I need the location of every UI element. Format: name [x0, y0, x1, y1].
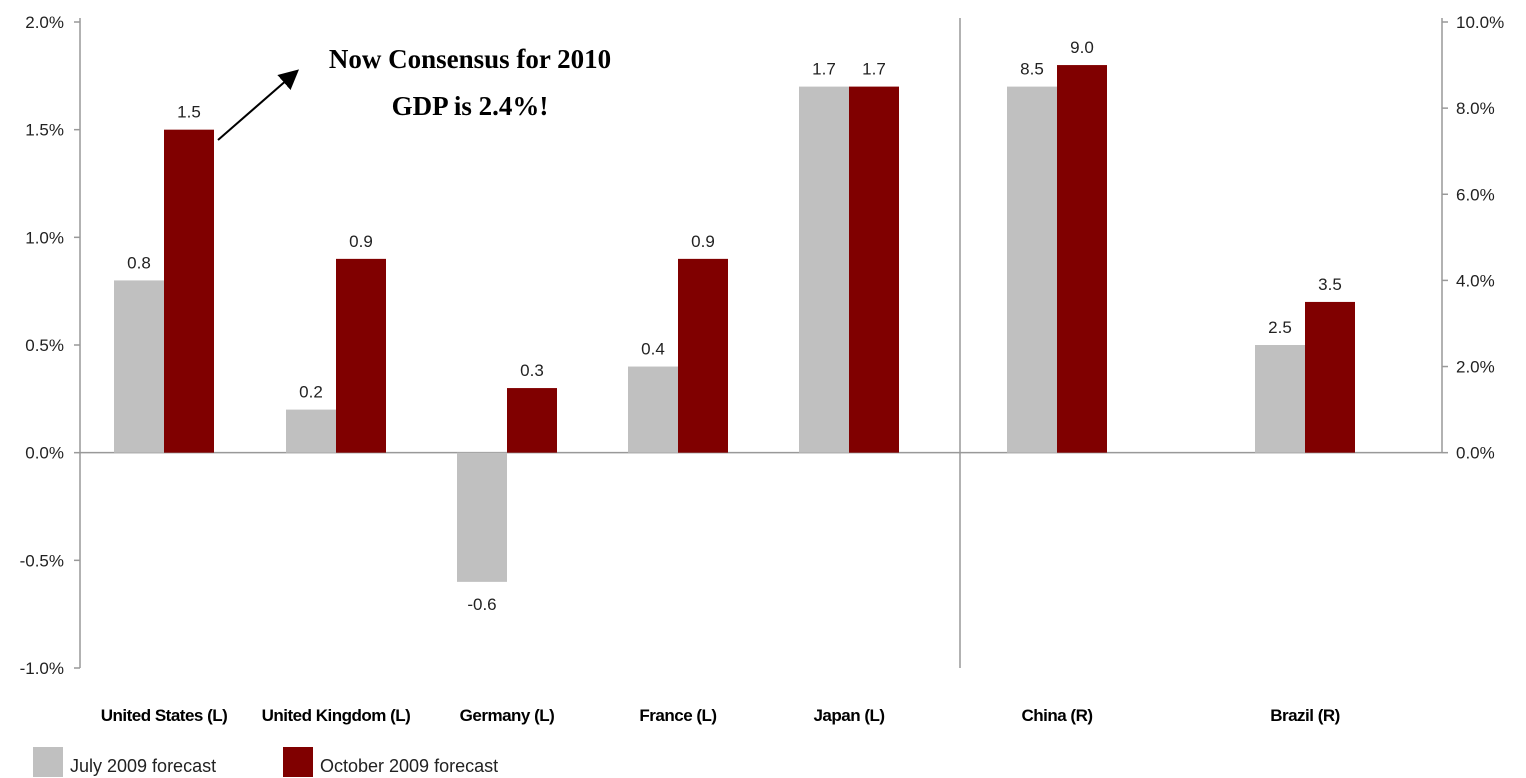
category-label: Germany (L): [460, 706, 555, 725]
data-label-july: 2.5: [1268, 318, 1292, 337]
data-label-july: 8.5: [1020, 60, 1044, 79]
data-label-october: 3.5: [1318, 275, 1342, 294]
bar-july: [286, 409, 336, 453]
bar-july: [1255, 345, 1305, 453]
left-tick-label: 2.0%: [25, 13, 64, 32]
data-label-july: -0.6: [467, 595, 496, 614]
data-label-july: 1.7: [812, 60, 836, 79]
annotation: Now Consensus for 2010 GDP is 2.4%!: [217, 44, 611, 141]
category-labels: United States (L) United Kingdom (L) Germa…: [101, 706, 1341, 725]
bar-october: [507, 388, 557, 453]
bar-july: [457, 452, 507, 582]
legend-swatch-july: [33, 747, 63, 777]
legend-label-july: July 2009 forecast: [70, 756, 216, 776]
bar-october: [164, 129, 214, 453]
category-label: Japan (L): [813, 706, 884, 725]
right-tick-label: 0.0%: [1456, 444, 1495, 463]
bar-july: [799, 86, 849, 453]
bars: [114, 65, 1355, 582]
right-tick-label: 6.0%: [1456, 185, 1495, 204]
annotation-arrow: [217, 69, 300, 141]
right-tick-label: 2.0%: [1456, 358, 1495, 377]
category-label: China (R): [1021, 706, 1092, 725]
bar-october: [678, 258, 728, 453]
category-label: France (L): [639, 706, 716, 725]
category-label: United States (L): [101, 706, 228, 725]
left-tick-label: -0.5%: [20, 551, 64, 570]
left-tick-label: -1.0%: [20, 659, 64, 678]
legend-label-october: October 2009 forecast: [320, 756, 498, 776]
data-label-october: 0.9: [691, 232, 715, 251]
right-tick-label: 10.0%: [1456, 13, 1504, 32]
left-tick-label: 0.0%: [25, 444, 64, 463]
bar-july: [114, 280, 164, 453]
annotation-line1: Now Consensus for 2010: [329, 44, 611, 74]
bar-october: [1057, 65, 1107, 453]
bar-october: [849, 86, 899, 453]
legend-swatch-october: [283, 747, 313, 777]
legend: July 2009 forecast October 2009 forecast: [33, 747, 498, 777]
left-tick-label: 1.5%: [25, 121, 64, 140]
bar-july: [1007, 86, 1057, 453]
data-label-october: 0.3: [520, 361, 544, 380]
left-tick-label: 1.0%: [25, 228, 64, 247]
bar-october: [336, 258, 386, 453]
value-labels: 0.8 1.5 0.2 0.9 -0.6 0.3 0.4 0.9 1.7 1.7 8.5 9.0 2.5…: [127, 38, 1342, 614]
data-label-july: 0.2: [299, 383, 323, 402]
annotation-line2: GDP is 2.4%!: [392, 91, 549, 121]
data-label-october: 9.0: [1070, 38, 1094, 57]
right-tick-label: 4.0%: [1456, 271, 1495, 290]
axes: 2.0% 1.5% 1.0% 0.5% 0.0% -0.5% -1.0% 10.0% 8.0% 6…: [20, 13, 1505, 678]
bar-july: [628, 366, 678, 453]
data-label-october: 1.5: [177, 103, 201, 122]
data-label-july: 0.8: [127, 253, 151, 272]
category-label: United Kingdom (L): [262, 706, 411, 725]
data-label-july: 0.4: [641, 340, 665, 359]
data-label-october: 0.9: [349, 232, 373, 251]
category-label: Brazil (R): [1270, 706, 1340, 725]
bar-october: [1305, 301, 1355, 453]
left-tick-label: 0.5%: [25, 336, 64, 355]
data-label-october: 1.7: [862, 60, 886, 79]
right-tick-label: 8.0%: [1456, 99, 1495, 118]
